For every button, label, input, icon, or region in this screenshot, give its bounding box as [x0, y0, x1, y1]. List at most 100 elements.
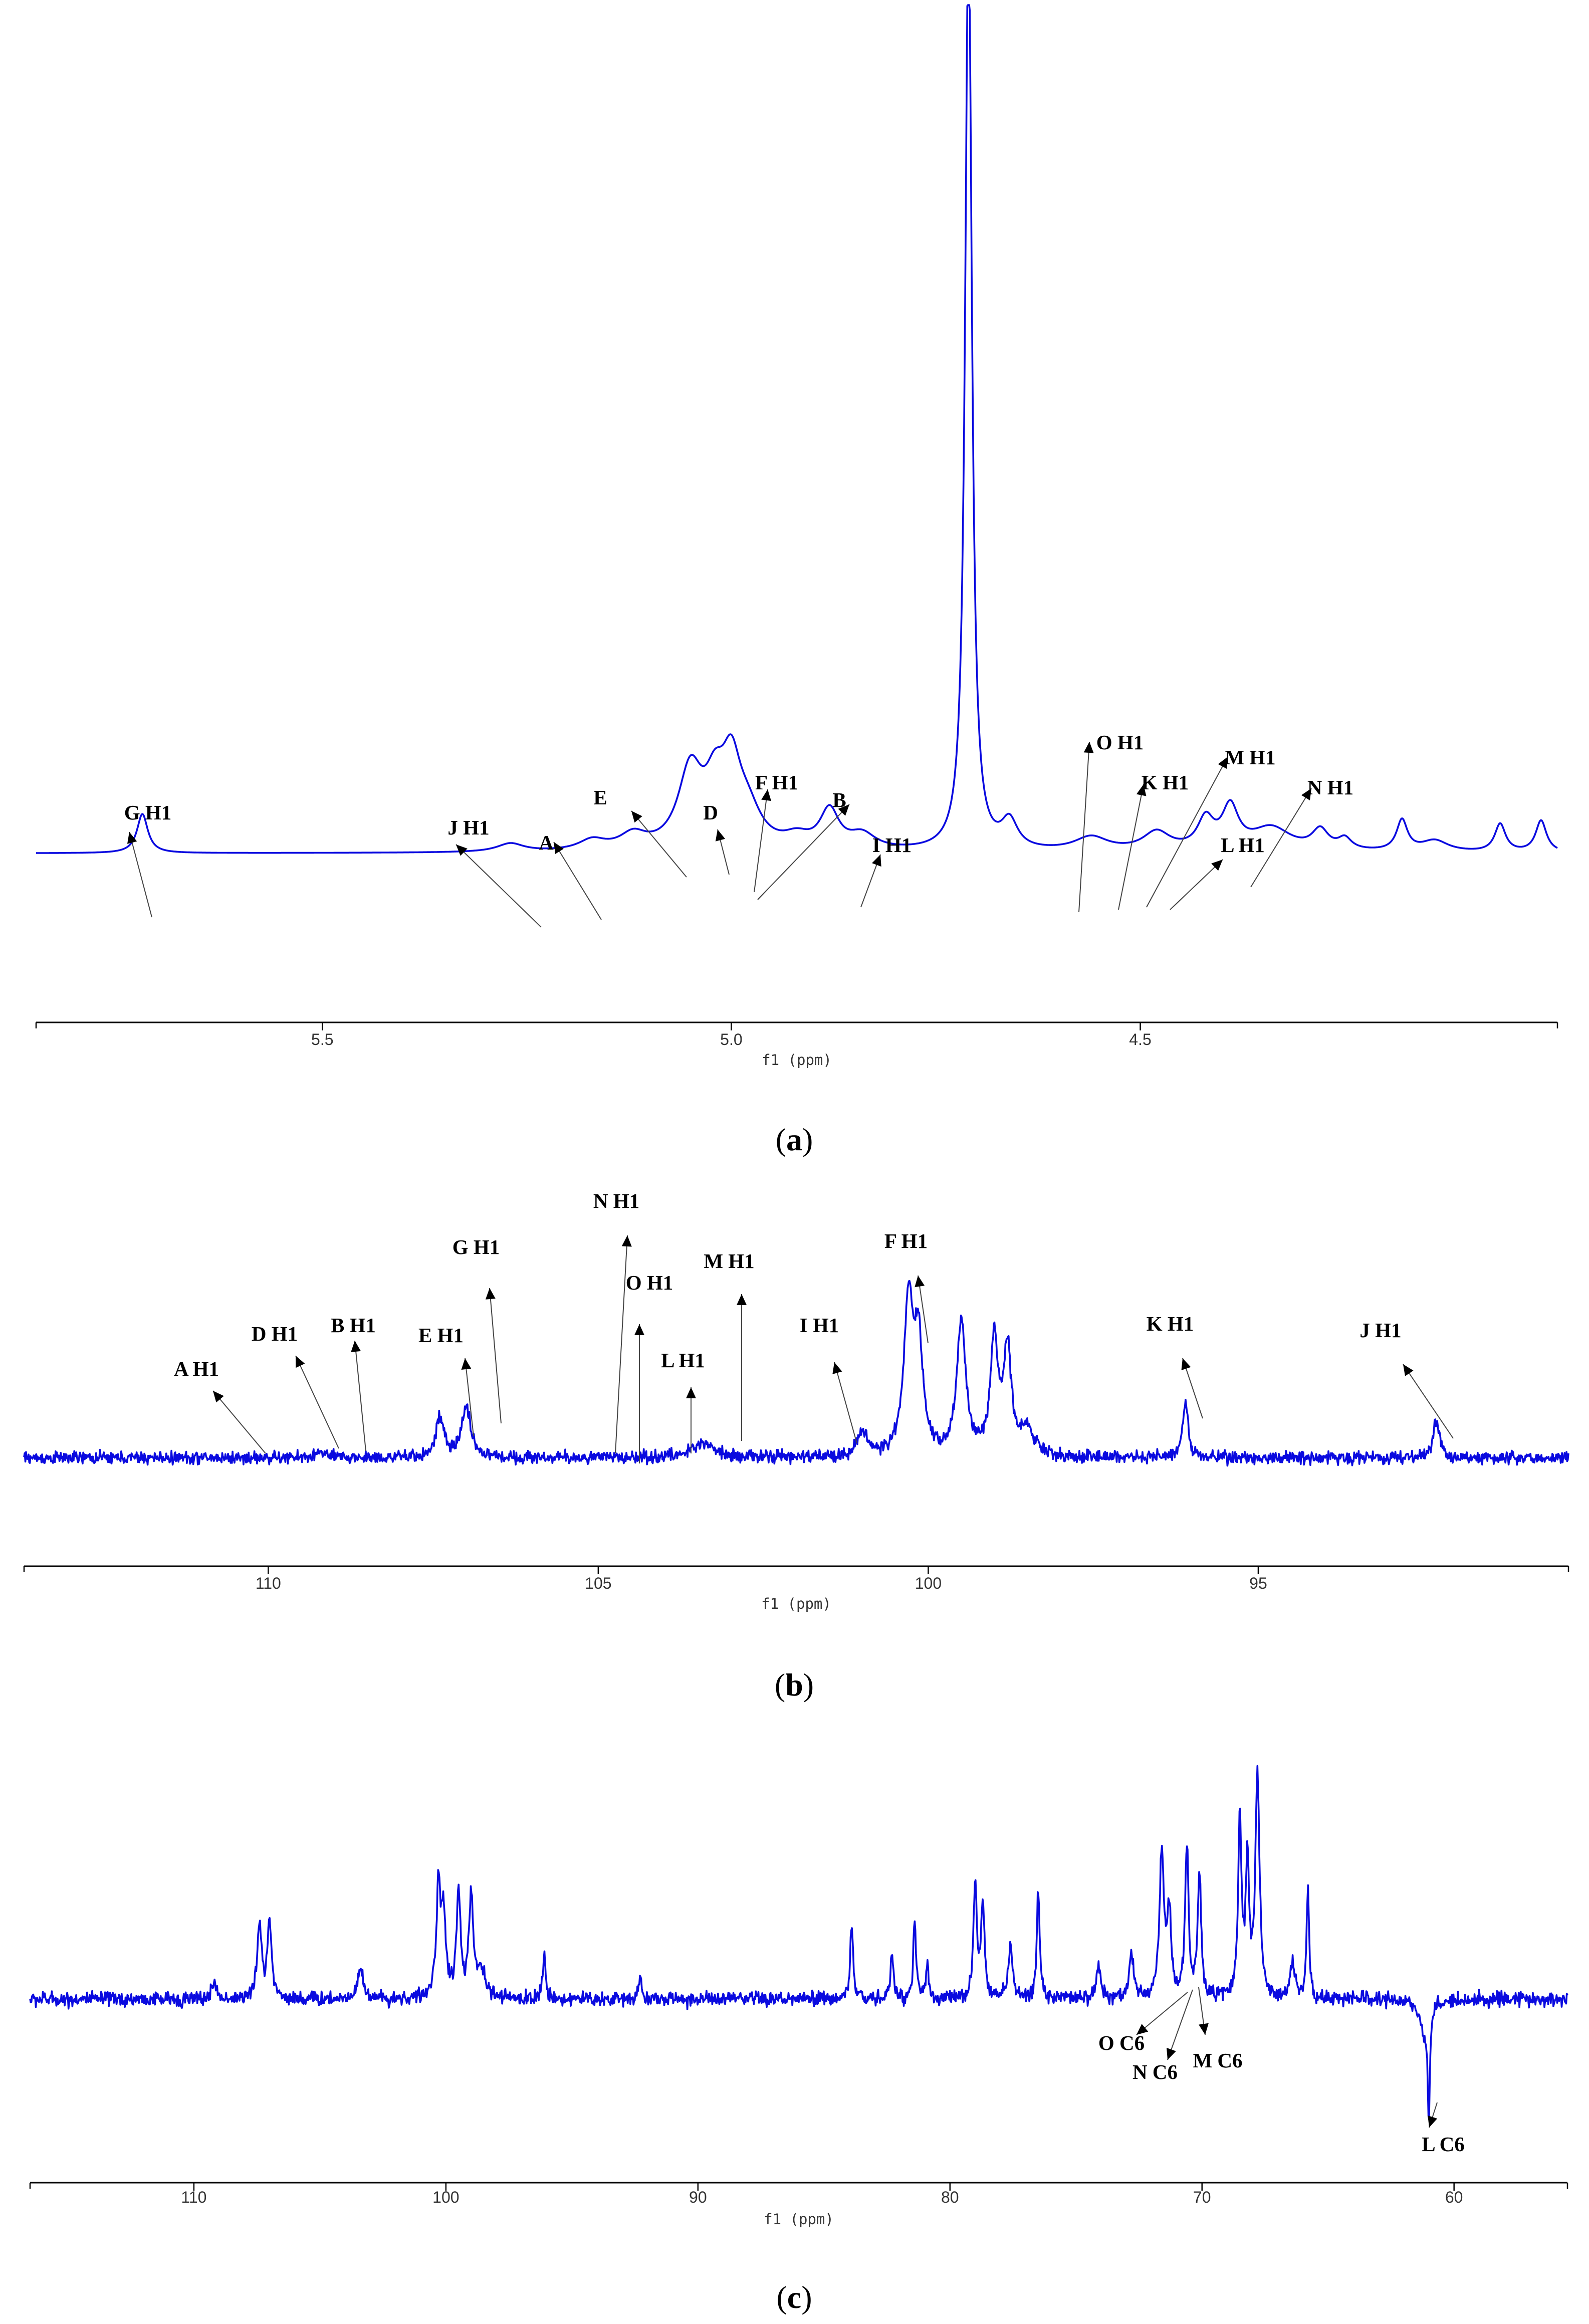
annotation-leader	[834, 1362, 857, 1444]
annotation-leader	[918, 1275, 929, 1344]
annotation-arrowhead	[631, 811, 642, 823]
annotation-arrowhead	[715, 829, 726, 841]
annotation-leader	[465, 1358, 474, 1436]
annotation-arrowhead	[1199, 2023, 1209, 2035]
x-tick-label: 90	[689, 2188, 707, 2206]
peak-annotation-label: K H1	[1142, 771, 1189, 794]
annotation-leader	[757, 804, 850, 900]
x-tick-label: 105	[585, 1574, 611, 1592]
x-tick-label: 110	[256, 1574, 281, 1592]
peak-annotation-label: G H1	[124, 801, 172, 824]
annotation-arrowhead	[456, 844, 468, 856]
peak-annotation-label: J H1	[447, 816, 489, 839]
annotation-leader	[212, 1390, 266, 1454]
peak-annotation-label: M C6	[1193, 2049, 1242, 2072]
peak-annotation-label: E H1	[418, 1324, 464, 1347]
peak-annotation-label: B	[832, 788, 846, 811]
peak-annotation-label: F H1	[755, 771, 798, 794]
annotation-arrowhead	[213, 1391, 224, 1403]
peak-annotation-label: E	[593, 786, 607, 809]
peak-annotation-label: I H1	[800, 1314, 839, 1337]
annotation-leader	[615, 1235, 628, 1454]
peak-annotation-label: O H1	[626, 1271, 673, 1294]
x-axis-label: f1 (ppm)	[761, 1595, 831, 1612]
x-tick-label: 4.5	[1129, 1030, 1151, 1048]
peak-annotation-label: O H1	[1096, 731, 1144, 754]
peak-annotation-label: O C6	[1098, 2031, 1145, 2054]
x-tick-label: 80	[941, 2188, 959, 2206]
x-tick-label: 60	[1445, 2188, 1463, 2206]
annotation-arrowhead	[686, 1387, 696, 1398]
caption-a: (a)	[776, 1122, 813, 1157]
peak-annotation-label: M H1	[704, 1249, 754, 1273]
annotation-arrowhead	[872, 855, 881, 867]
annotation-arrowhead	[1136, 784, 1147, 796]
annotation-arrowhead	[737, 1294, 747, 1305]
x-tick-label: 110	[181, 2188, 206, 2206]
spectrum-trace	[29, 1765, 1568, 2120]
annotation-leader	[1078, 741, 1090, 913]
annotation-leader	[456, 844, 542, 928]
peak-annotation-label: A	[539, 831, 554, 854]
annotation-arrowhead	[761, 789, 771, 801]
annotation-leader	[1167, 1989, 1193, 2060]
annotation-arrowhead	[554, 842, 564, 854]
peak-annotation-label: D H1	[252, 1322, 298, 1345]
panel-a-proton-spectrum: 5.5 5.0 4.5 f1 (ppm) G H1 J H1 A E D F H1 B I H1 O H…	[35, 4, 1558, 1069]
peak-annotation-label: B H1	[331, 1314, 376, 1337]
annotation-arrowhead	[915, 1276, 925, 1288]
peak-annotation-label: L H1	[1221, 833, 1265, 857]
annotation-arrowhead	[621, 1235, 632, 1247]
annotation-arrowhead	[1167, 2047, 1176, 2060]
annotation-arrowhead	[296, 1356, 305, 1368]
panel-c-carbon-spectrum: 110 100 90 80 70 60 f1 (ppm) O C6 N C6 M C6 L C6	[29, 1765, 1568, 2228]
annotation-arrowhead	[485, 1288, 496, 1300]
annotation-arrowhead	[127, 832, 137, 844]
peak-annotation-label: L H1	[661, 1349, 705, 1372]
annotation-leader	[1170, 859, 1223, 910]
peak-annotation-label: G H1	[452, 1235, 500, 1258]
annotation-leader	[354, 1340, 366, 1451]
peak-annotation-label: A H1	[174, 1357, 219, 1380]
x-tick-label: 70	[1193, 2188, 1211, 2206]
x-axis-label: f1 (ppm)	[762, 1051, 832, 1069]
annotation-arrowhead	[1211, 860, 1223, 871]
x-tick-label: 5.5	[311, 1030, 333, 1048]
annotation-arrowhead	[832, 1362, 842, 1374]
annotation-arrowhead	[1083, 742, 1094, 753]
peak-annotation-label: I H1	[872, 833, 912, 857]
annotation-arrowhead	[1403, 1364, 1414, 1376]
annotation-arrowhead	[1181, 1358, 1191, 1370]
annotation-leader	[1118, 784, 1144, 910]
peak-annotation-label: N H1	[1307, 776, 1353, 799]
annotation-leader	[754, 789, 768, 893]
annotation-arrowhead	[1428, 2116, 1438, 2128]
spectrum-trace	[36, 4, 1558, 854]
peak-annotation-label: M H1	[1225, 746, 1275, 769]
peak-annotation-label: F H1	[884, 1229, 928, 1252]
annotation-leader	[489, 1288, 502, 1424]
annotation-leader	[1250, 788, 1312, 888]
peak-annotation-label: N C6	[1132, 2060, 1178, 2083]
x-tick-label: 95	[1249, 1574, 1267, 1592]
annotation-arrowhead	[1301, 788, 1311, 800]
x-tick-label: 100	[915, 1574, 942, 1592]
peak-annotation-label: N H1	[593, 1189, 639, 1212]
annotation-leader	[1136, 1992, 1188, 2035]
annotation-leader	[295, 1355, 339, 1449]
peak-annotation-label: J H1	[1359, 1319, 1401, 1342]
panel-b-anomeric-spectrum: 110 105 100 95 f1 (ppm) A H1 D H1 B H1 E H1 G H1 N…	[23, 1189, 1569, 1612]
annotation-arrowhead	[634, 1324, 644, 1335]
annotation-leader	[1146, 756, 1228, 908]
caption-c: (c)	[776, 2279, 812, 2315]
peak-annotation-label: K H1	[1147, 1312, 1194, 1335]
annotation-arrowhead	[351, 1341, 361, 1352]
x-axis-label: f1 (ppm)	[764, 2211, 834, 2228]
peak-annotation-label: L C6	[1422, 2133, 1464, 2156]
annotation-arrowhead	[1218, 757, 1228, 769]
annotation-arrowhead	[461, 1358, 472, 1370]
annotation-leader	[553, 841, 602, 920]
annotation-arrowhead	[1137, 2024, 1149, 2035]
annotation-leader	[1403, 1364, 1454, 1439]
